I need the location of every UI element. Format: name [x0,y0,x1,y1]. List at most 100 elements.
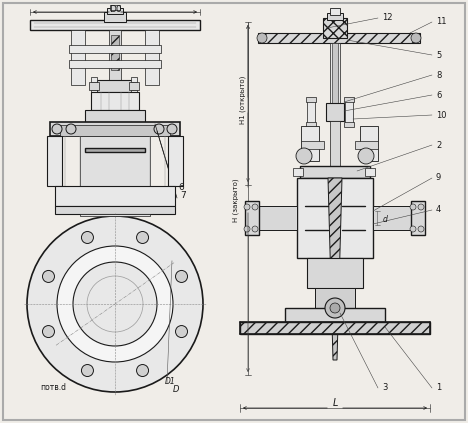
Bar [110,5,120,10]
Text: 9: 9 [436,173,441,182]
Bar [373,206,413,230]
Bar [91,77,97,82]
Bar [104,12,126,22]
Bar [245,201,259,235]
Bar [315,288,355,308]
Circle shape [73,262,157,346]
Bar [69,60,161,68]
Bar [297,178,373,258]
Bar [109,30,121,85]
Bar [365,168,375,176]
Circle shape [137,365,148,376]
Bar [326,103,344,121]
Bar [285,308,385,322]
Circle shape [410,204,416,210]
Text: 10: 10 [436,110,446,120]
Text: потв.d: потв.d [40,382,66,392]
Text: 12: 12 [382,14,393,22]
Circle shape [411,33,421,43]
Bar [145,30,159,85]
Bar [168,136,183,186]
Circle shape [296,148,312,164]
Circle shape [176,270,188,283]
Bar [131,77,137,82]
Circle shape [410,226,416,232]
Bar [80,214,150,216]
Circle shape [43,326,54,338]
Circle shape [244,226,250,232]
Bar [47,136,62,186]
Bar [301,141,324,149]
Circle shape [154,124,164,134]
Text: 8: 8 [436,71,441,80]
Circle shape [27,216,203,392]
Bar [330,43,340,103]
Bar [240,322,430,334]
Bar [60,125,170,136]
Bar [355,141,378,149]
Text: D0: D0 [109,5,121,14]
Bar [89,82,99,90]
Text: 2: 2 [436,140,441,149]
Bar [91,92,139,110]
Bar [323,18,347,38]
Text: 4: 4 [436,206,441,214]
Bar [332,43,338,103]
Bar [293,168,303,176]
Bar [111,35,119,70]
Polygon shape [328,178,342,360]
Circle shape [252,204,258,210]
Bar [258,33,420,43]
Circle shape [57,246,173,362]
Bar [330,8,340,15]
Text: 1: 1 [436,384,441,393]
Circle shape [358,148,374,164]
Circle shape [81,231,94,244]
Text: H1 (открыто): H1 (открыто) [240,76,246,124]
Text: d: d [382,215,388,225]
Circle shape [418,226,424,232]
Bar [301,126,319,161]
Bar [107,8,123,14]
Bar [50,122,180,136]
Circle shape [325,298,345,318]
Text: D: D [173,385,180,395]
Bar [91,90,97,95]
Circle shape [244,204,250,210]
Bar [307,100,315,124]
Bar [330,121,340,171]
Text: 5: 5 [436,50,441,60]
Bar [307,258,363,288]
Circle shape [252,226,258,232]
Bar [69,45,161,53]
Bar [300,166,370,178]
Bar [306,97,316,102]
Circle shape [81,365,94,376]
Bar [71,30,85,85]
Bar [131,90,137,95]
Text: D1: D1 [165,377,176,387]
Circle shape [66,124,76,134]
Text: 7: 7 [180,192,186,201]
Text: H (закрыто): H (закрыто) [233,178,239,222]
Bar [85,110,145,122]
Bar [306,122,316,127]
Bar [55,206,175,214]
Bar [85,148,145,152]
Bar [411,201,425,235]
Bar [129,82,139,90]
Circle shape [176,326,188,338]
Text: 11: 11 [436,17,446,27]
Bar [345,100,353,124]
Bar [344,97,354,102]
Circle shape [257,33,267,43]
Bar [360,126,378,161]
Text: L: L [332,398,338,408]
Text: 6: 6 [436,91,441,99]
Bar [257,206,297,230]
Circle shape [330,303,340,313]
Circle shape [43,270,54,283]
Circle shape [167,124,177,134]
Bar [30,20,200,30]
Circle shape [418,204,424,210]
